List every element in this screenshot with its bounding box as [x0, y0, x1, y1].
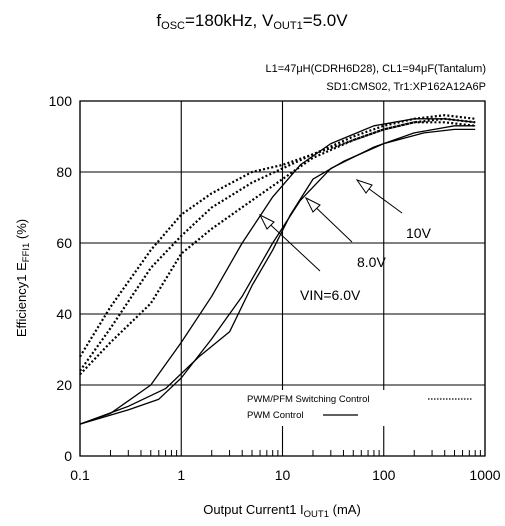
x-tick-label: 1000	[469, 467, 500, 483]
annotation-label-vin6v: VIN=6.0V	[300, 287, 361, 303]
pwm-series-8-0V	[79, 125, 476, 425]
axis-ticks	[109, 450, 481, 456]
y-tick-label: 20	[56, 377, 72, 393]
chart-note-line1: L1=47μH(CDRH6D28), CL1=94μF(Tantalum)	[265, 63, 486, 75]
y-tick-label: 40	[56, 306, 72, 322]
legend-label-pwm-pfm: PWM/PFM Switching Control	[247, 394, 369, 405]
legend-label-pwm: PWM Control	[247, 410, 303, 421]
y-tick-label: 60	[56, 235, 72, 251]
pwm-pfm-series-6-0V	[79, 114, 476, 358]
pwm-pfm-series-10V	[79, 121, 476, 376]
x-tick-label: 10	[275, 467, 291, 483]
series-lines	[79, 114, 476, 425]
y-tick-label: 80	[56, 164, 72, 180]
annotation-8v: 8.0V	[304, 196, 386, 270]
y-axis-label: Efficiency1 EFFI1 (%)	[14, 219, 32, 337]
x-tick-label: 1	[177, 467, 185, 483]
x-tick-label: 100	[372, 467, 396, 483]
annotation-label-8v: 8.0V	[357, 254, 386, 270]
y-tick-label: 100	[49, 93, 73, 109]
annotation-vin6v: VIN=6.0V	[258, 213, 361, 303]
chart-note-line2: SD1:CMS02, Tr1:XP162A12A6P	[326, 81, 486, 93]
pwm-series-10V	[79, 118, 476, 425]
annotation-label-10v: 10V	[406, 225, 432, 241]
annotation-10v: 10V	[355, 179, 432, 241]
pwm-series-6-0V	[79, 128, 476, 425]
x-axis-label: Output Current1 IOUT1 (mA)	[203, 502, 361, 520]
chart-title: fOSC=180kHz, VOUT1=5.0V	[156, 11, 348, 32]
plot-frame	[79, 100, 486, 457]
tick-labels: 0.1 1 10 100 1000 0 20 40 60 80 100	[49, 93, 501, 483]
pwm-pfm-series-8-0V	[79, 117, 476, 372]
legend: PWM/PFM Switching Control PWM Control	[238, 390, 484, 426]
x-tick-label: 0.1	[70, 467, 90, 483]
y-tick-label: 0	[64, 448, 72, 464]
